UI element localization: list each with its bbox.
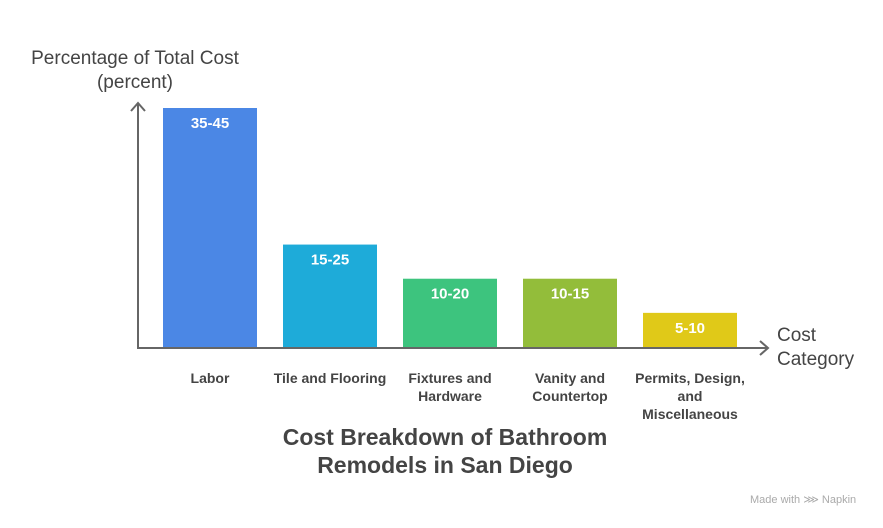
bar [283, 244, 377, 347]
category-label-line: Hardware [418, 388, 482, 404]
napkin-credit[interactable]: Made with ⋙ Napkin [750, 494, 857, 506]
x-axis-label-line: Cost [777, 325, 817, 346]
data-label: 15-25 [311, 252, 349, 269]
y-axis-label: Percentage of Total Cost (percent) [10, 47, 260, 95]
y-axis-label-line: Percentage of Total Cost [31, 48, 239, 69]
category-label: Tile and Flooring [265, 369, 395, 387]
bar [523, 278, 617, 347]
chart-title: Cost Breakdown of Bathroom Remodels in S… [240, 423, 650, 479]
chart-title-line: Remodels in San Diego [317, 452, 573, 478]
category-label-line: Fixtures and [408, 370, 492, 386]
data-label: 5-10 [675, 320, 705, 337]
bar [643, 312, 737, 347]
category-label-line: Miscellaneous [642, 406, 738, 422]
y-axis-label-line: (percent) [96, 72, 174, 93]
category-label-line: Permits, Design, [635, 370, 745, 386]
data-label: 10-20 [431, 286, 469, 303]
category-label-line: Countertop [532, 388, 608, 404]
x-axis-arrow [759, 340, 770, 356]
category-label: Fixtures and Hardware [385, 369, 515, 405]
chart-title-line: Cost Breakdown of Bathroom [282, 424, 608, 450]
category-label-line: and [677, 388, 703, 404]
category-label: Labor [145, 369, 275, 387]
category-label-line: Vanity and [534, 370, 606, 386]
y-axis-arrow [130, 101, 146, 112]
data-label: 10-15 [551, 286, 589, 303]
category-label: Permits, Design, and Miscellaneous [625, 369, 755, 423]
data-label: 35-45 [191, 115, 229, 132]
x-axis-label-line: Category [777, 349, 855, 370]
category-label-line: Tile and Flooring [273, 370, 387, 386]
x-axis-label: Cost Category [777, 324, 854, 372]
category-label-line: Labor [190, 370, 230, 386]
bar [403, 278, 497, 347]
bar [163, 108, 257, 347]
category-label: Vanity and Countertop [505, 369, 635, 405]
